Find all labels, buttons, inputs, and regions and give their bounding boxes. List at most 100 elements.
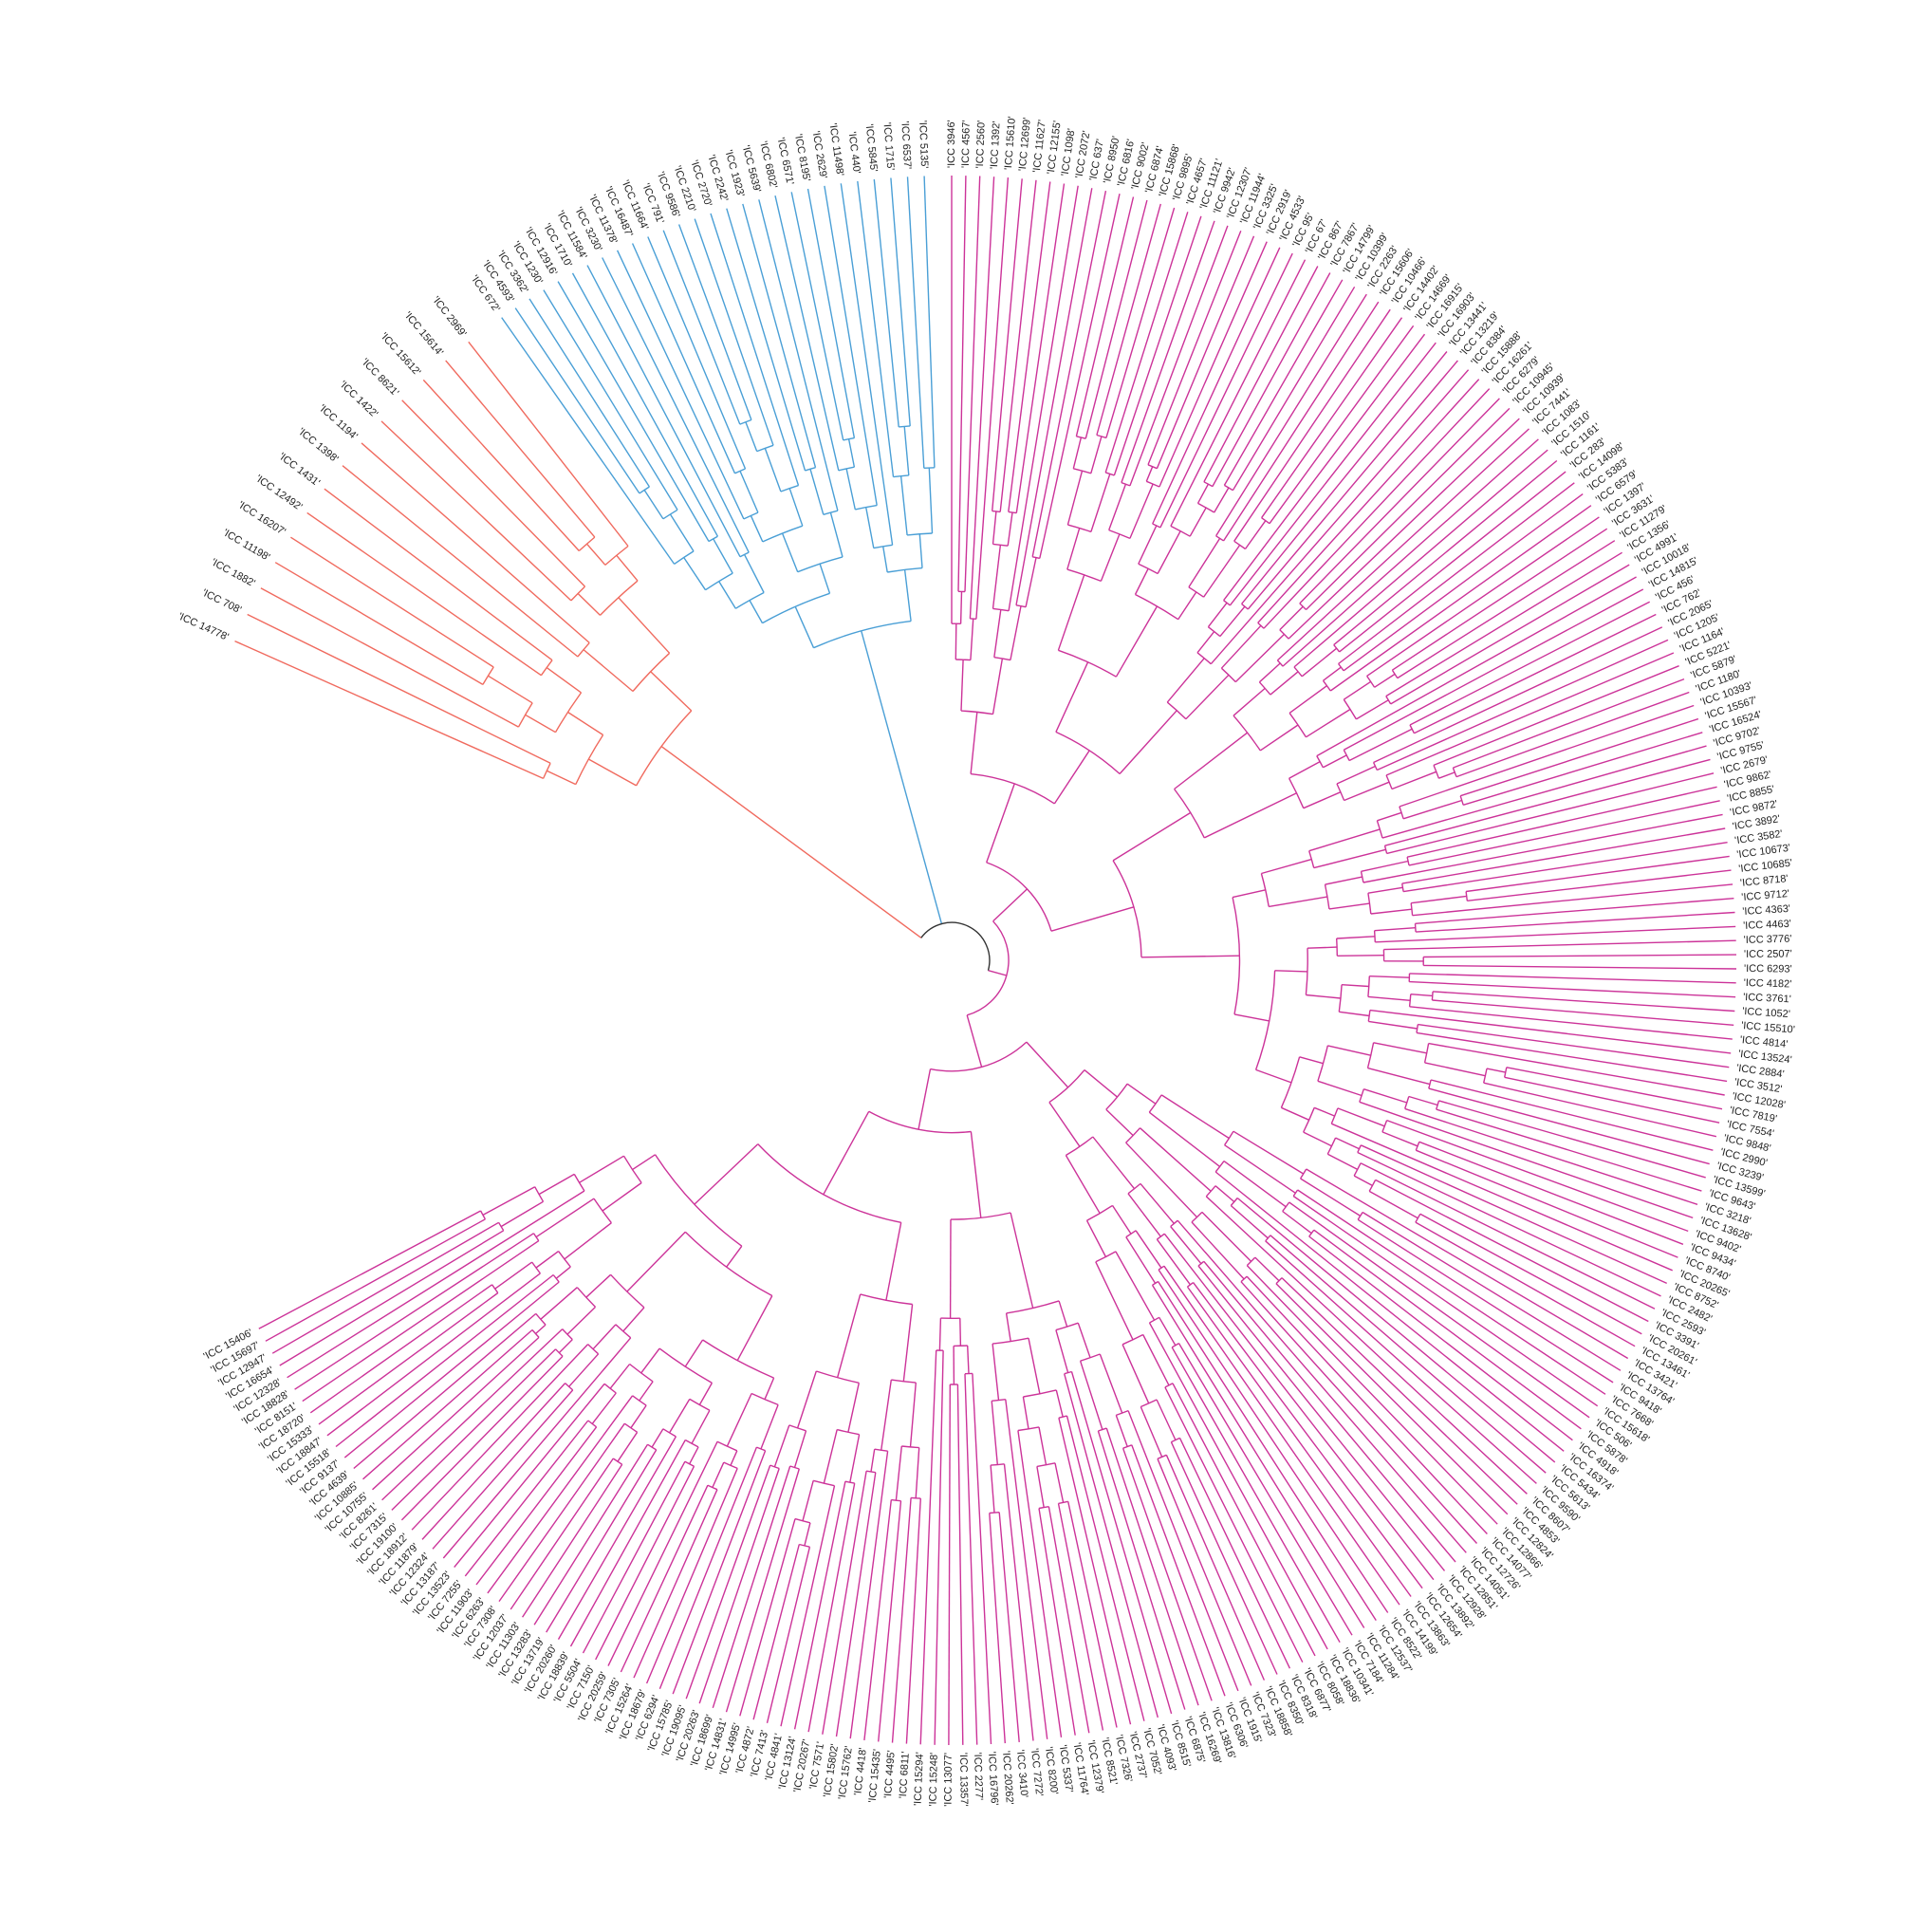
- branch: [587, 758, 637, 787]
- branch: [1115, 605, 1159, 678]
- branch: [1157, 1458, 1252, 1686]
- branch: [1269, 325, 1415, 525]
- branch: [568, 1353, 600, 1387]
- branch-arc: [1032, 556, 1040, 560]
- branch-arc: [1112, 860, 1142, 957]
- branch: [658, 1446, 758, 1689]
- branch: [445, 360, 596, 538]
- branch: [1337, 955, 1384, 957]
- branch: [959, 591, 963, 624]
- branch: [1333, 459, 1558, 646]
- branch-arc: [1366, 676, 1376, 688]
- branch: [1203, 545, 1241, 598]
- branch: [247, 613, 551, 764]
- branch: [1185, 674, 1230, 720]
- branch-arc: [1343, 749, 1350, 761]
- branch: [335, 1273, 554, 1448]
- branch: [528, 298, 650, 488]
- branch: [585, 1273, 612, 1298]
- branch: [964, 1373, 978, 1745]
- branch: [1031, 190, 1107, 557]
- branch: [1397, 540, 1616, 679]
- branch: [1058, 1300, 1068, 1328]
- tip-label: 'ICC 15614': [401, 309, 445, 358]
- branch: [1438, 771, 1455, 779]
- branch: [1205, 1196, 1528, 1495]
- branch-arc: [1076, 436, 1086, 439]
- branch: [1301, 647, 1338, 678]
- branch: [353, 1312, 537, 1470]
- branch: [1177, 1343, 1353, 1636]
- branch: [1232, 889, 1266, 899]
- branch: [713, 538, 733, 574]
- branch: [1066, 528, 1081, 570]
- branch-arc: [1258, 681, 1271, 696]
- branch-arc: [1305, 948, 1308, 995]
- branch: [1160, 1094, 1230, 1140]
- branch: [1092, 1136, 1136, 1190]
- branch: [672, 1450, 767, 1695]
- branch: [1055, 661, 1089, 733]
- branch: [998, 1512, 1020, 1742]
- branch: [583, 649, 634, 693]
- branch: [1026, 1041, 1069, 1088]
- branch: [442, 1337, 632, 1559]
- branch: [1140, 1406, 1163, 1458]
- tip-label: 'ICC 15248': [928, 1753, 940, 1807]
- tip-label: 'ICC 2507': [1744, 949, 1792, 960]
- branch: [324, 488, 553, 661]
- tip-label: 'ICC 5135': [917, 121, 930, 169]
- branch: [1374, 927, 1416, 932]
- branch: [1105, 1108, 1134, 1137]
- branch: [287, 1190, 585, 1379]
- branch: [1386, 1119, 1689, 1233]
- branch-arc: [1401, 882, 1404, 892]
- branch: [1246, 1265, 1498, 1525]
- branch: [1288, 685, 1327, 714]
- branch-arc: [615, 1324, 632, 1339]
- branch: [870, 1449, 876, 1473]
- branch: [1402, 842, 1728, 893]
- branch: [710, 213, 800, 486]
- branch: [1414, 613, 1657, 734]
- branch: [1240, 1281, 1478, 1544]
- branch: [1010, 605, 1022, 660]
- branch: [1054, 1462, 1065, 1503]
- branch: [1057, 574, 1085, 651]
- branch: [557, 281, 710, 542]
- branch: [1486, 1068, 1506, 1073]
- branch: [535, 1198, 595, 1238]
- branch-arc: [1261, 517, 1270, 525]
- branch: [1360, 1162, 1656, 1310]
- branch: [677, 224, 752, 420]
- branch: [1326, 1153, 1359, 1171]
- branch: [569, 1440, 686, 1647]
- branch: [1121, 220, 1215, 483]
- branch: [498, 1422, 625, 1603]
- tip-label: 'ICC 2969': [430, 294, 469, 339]
- branch: [1159, 241, 1268, 488]
- branch-arc: [479, 1210, 487, 1220]
- branch: [1269, 896, 1328, 908]
- branch: [992, 511, 997, 545]
- branch: [829, 512, 844, 558]
- branch: [1233, 1013, 1270, 1022]
- branch-arc: [756, 1446, 766, 1452]
- branch-arc: [992, 510, 1001, 513]
- branch: [934, 1350, 944, 1745]
- branch: [582, 1460, 686, 1654]
- branch: [1459, 717, 1699, 797]
- branch: [475, 1426, 598, 1586]
- branch: [1399, 704, 1695, 808]
- branch: [1164, 1386, 1304, 1663]
- branch: [1158, 1269, 1389, 1613]
- branch: [691, 1409, 711, 1444]
- tip-label: 'ICC 13357': [957, 1753, 970, 1807]
- branch: [1099, 1353, 1123, 1414]
- branch: [781, 532, 799, 572]
- branch: [1367, 995, 1411, 1001]
- branch: [645, 1468, 738, 1684]
- branch-arc: [891, 1498, 901, 1502]
- branch: [558, 1339, 573, 1354]
- branch: [1337, 1107, 1385, 1127]
